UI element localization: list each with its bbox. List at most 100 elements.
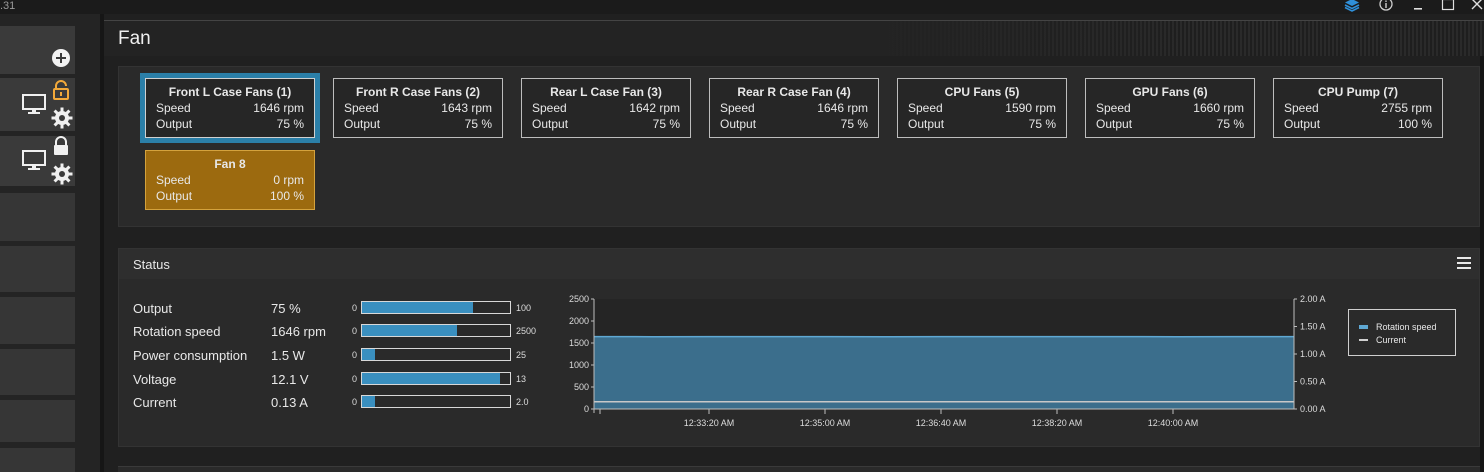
rail-empty-tile[interactable] <box>0 246 75 292</box>
device-tile-2[interactable] <box>0 136 75 186</box>
fan-output-value: 75 % <box>1028 117 1056 131</box>
x-tick-label: 12:33:20 AM <box>684 418 735 428</box>
fan-speed-value: 1590 rpm <box>1005 101 1056 115</box>
metric-bar <box>361 301 511 314</box>
metric-label: Voltage <box>133 372 177 387</box>
fan-card[interactable]: GPU Fans (6) Speed 1660 rpm Output 75 % <box>1085 78 1255 138</box>
metric-label: Current <box>133 395 177 410</box>
monitor-icon <box>22 150 48 177</box>
y-left-tick-label: 1000 <box>569 360 589 370</box>
fan-name: Rear R Case Fan (4) <box>737 85 851 99</box>
metric-bar <box>361 395 511 408</box>
metric-value: 1.5 W <box>271 348 305 363</box>
y-left-tick-label: 2000 <box>569 316 589 326</box>
fan-speed-label: Speed <box>908 101 943 115</box>
fan-output-label: Output <box>1096 117 1133 131</box>
metric-label: Output <box>133 301 173 316</box>
fan-output-value: 75 % <box>840 117 868 131</box>
y-left-tick-label: 0 <box>584 404 589 414</box>
fan-card[interactable]: Front R Case Fans (2) Speed 1643 rpm Outp… <box>333 78 503 138</box>
bar-min-label: 0 <box>351 350 357 360</box>
add-device-tile[interactable] <box>0 26 75 74</box>
legend-label: Current <box>1376 335 1407 345</box>
legend-item: Rotation speed <box>1359 322 1437 332</box>
gear-icon[interactable] <box>51 107 73 134</box>
page-title: Fan <box>118 28 151 49</box>
fan-card[interactable]: Front L Case Fans (1) Speed 1646 rpm Outp… <box>140 73 320 143</box>
info-icon[interactable] <box>1377 0 1395 12</box>
x-tick-label: 12:40:00 AM <box>1148 418 1199 428</box>
close-icon[interactable] <box>1468 0 1484 12</box>
layers-icon[interactable] <box>1343 0 1361 12</box>
metric-bar-fill <box>362 396 376 407</box>
rail-empty-tile[interactable] <box>0 448 75 472</box>
bottom-panel <box>118 466 1480 472</box>
fan-name: CPU Fans (5) <box>944 85 1020 99</box>
fan-card[interactable]: CPU Pump (7) Speed 2755 rpm Output 100 % <box>1273 78 1443 138</box>
menu-icon[interactable] <box>1457 257 1471 269</box>
fan-name: Front R Case Fans (2) <box>355 85 481 99</box>
metric-bar-fill <box>362 302 473 313</box>
status-chart: 2500 2000 1500 1000 500 0 2.00 A 1.50 A 1.00 A 0.… <box>569 294 1326 428</box>
metric-value: 0.13 A <box>271 395 308 410</box>
fan-card[interactable]: Rear L Case Fan (3) Speed 1642 rpm Output… <box>521 78 691 138</box>
fan-list-panel: Front L Case Fans (1) Speed 1646 rpm Outp… <box>118 66 1480 227</box>
y-right-tick-label: 1.50 A <box>1300 322 1326 332</box>
gear-icon[interactable] <box>51 163 73 190</box>
metric-bar <box>361 324 511 337</box>
add-icon[interactable] <box>51 48 71 73</box>
fan-speed-label: Speed <box>1096 101 1131 115</box>
rail-empty-tile[interactable] <box>0 193 75 241</box>
y-right-tick-label: 1.00 A <box>1300 349 1326 359</box>
fan-name: CPU Pump (7) <box>1317 85 1398 99</box>
fan-speed-value: 0 rpm <box>273 173 304 187</box>
lock-icon[interactable] <box>52 136 70 161</box>
y-right-tick-label: 0.50 A <box>1300 377 1326 387</box>
fan-output-label: Output <box>344 117 381 131</box>
metric-label: Rotation speed <box>133 324 221 339</box>
x-tick-label: 12:36:40 AM <box>916 418 967 428</box>
fan-card[interactable]: CPU Fans (5) Speed 1590 rpm Output 75 % <box>897 78 1067 138</box>
metric-value: 75 % <box>271 301 301 316</box>
fan-output-value: 75 % <box>276 117 304 131</box>
fan-name: GPU Fans (6) <box>1132 85 1208 99</box>
rail-empty-tile[interactable] <box>0 349 75 395</box>
x-tick-label: 12:35:00 AM <box>800 418 851 428</box>
metric-value: 1646 rpm <box>271 324 326 339</box>
y-right-tick-label: 0.00 A <box>1300 404 1326 414</box>
fan-speed-value: 1642 rpm <box>629 101 680 115</box>
y-right-tick-label: 2.00 A <box>1300 294 1326 304</box>
bar-max-label: 2.0 <box>516 397 529 407</box>
fan-name: Fan 8 <box>214 157 246 171</box>
fan-card[interactable]: Fan 8 Speed 0 rpm Output 100 % <box>145 150 315 210</box>
metric-label: Power consumption <box>133 348 248 363</box>
bar-max-label: 25 <box>516 350 527 360</box>
bar-min-label: 0 <box>351 326 357 336</box>
monitor-icon <box>22 94 48 121</box>
bar-max-label: 100 <box>516 303 532 313</box>
fan-speed-value: 2755 rpm <box>1381 101 1432 115</box>
metric-value: 12.1 V <box>271 372 309 387</box>
minimize-icon[interactable] <box>1409 0 1427 12</box>
fan-name: Rear L Case Fan (3) <box>550 85 662 99</box>
page-header: Fan <box>104 20 1484 56</box>
fan-speed-value: 1646 rpm <box>817 101 868 115</box>
bar-min-label: 0 <box>351 303 357 313</box>
legend-item: Current <box>1359 335 1406 345</box>
rail-empty-tile[interactable] <box>0 400 75 442</box>
metric-bar-fill <box>362 325 457 336</box>
legend-swatch <box>1359 339 1368 341</box>
rail-empty-tile[interactable] <box>0 297 75 344</box>
maximize-icon[interactable] <box>1439 0 1457 12</box>
version-label: .31 <box>0 0 16 12</box>
fan-speed-label: Speed <box>156 101 191 115</box>
title-bar: .31 <box>0 0 1484 14</box>
lock-open-icon[interactable] <box>52 80 70 105</box>
fan-output-label: Output <box>908 117 945 131</box>
fan-card[interactable]: Rear R Case Fan (4) Speed 1646 rpm Output… <box>709 78 879 138</box>
device-tile-1[interactable] <box>0 78 75 131</box>
bar-min-label: 0 <box>351 397 357 407</box>
fan-output-value: 75 % <box>652 117 680 131</box>
fan-output-label: Output <box>720 117 757 131</box>
status-header: Status <box>119 249 1479 279</box>
